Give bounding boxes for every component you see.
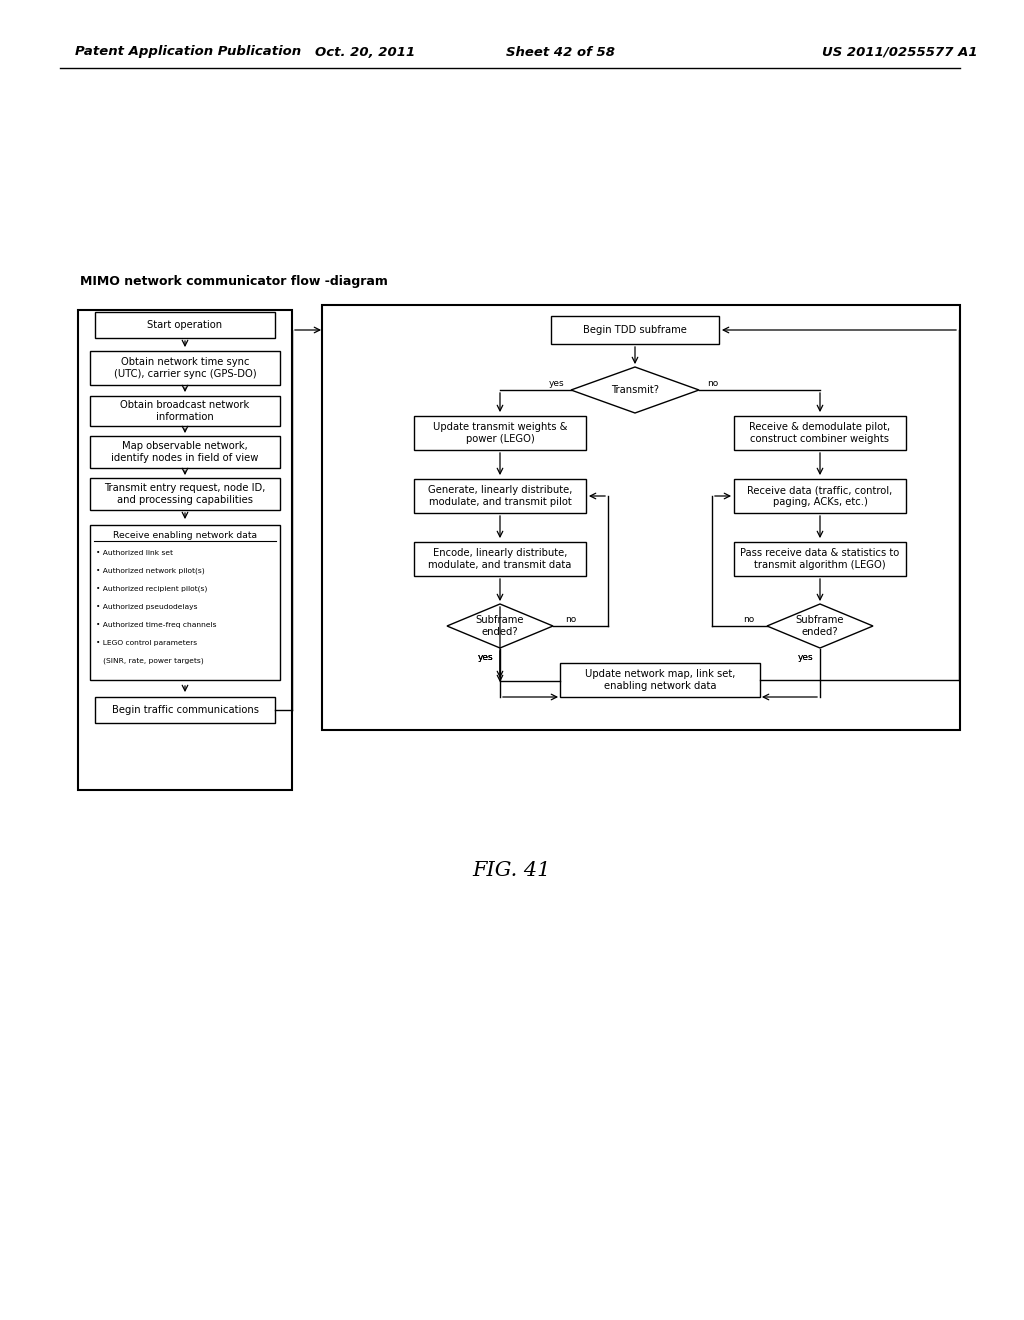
FancyBboxPatch shape [90,396,280,426]
Polygon shape [571,367,699,413]
Text: yes: yes [798,652,814,661]
Text: yes: yes [478,652,494,661]
Text: Transmit entry request, node ID,
and processing capabilities: Transmit entry request, node ID, and pro… [104,483,265,504]
Text: FIG. 41: FIG. 41 [473,861,551,879]
Text: • Authorized pseudodelays: • Authorized pseudodelays [96,605,198,610]
Text: Begin traffic communications: Begin traffic communications [112,705,258,715]
Text: Sheet 42 of 58: Sheet 42 of 58 [506,45,614,58]
FancyBboxPatch shape [90,351,280,385]
FancyBboxPatch shape [90,478,280,510]
Text: yes: yes [478,652,494,661]
Text: Receive enabling network data: Receive enabling network data [113,532,257,540]
Text: • Authorized network pilot(s): • Authorized network pilot(s) [96,568,205,574]
FancyBboxPatch shape [95,697,275,723]
Text: • Authorized link set: • Authorized link set [96,550,173,556]
Text: Transmit?: Transmit? [611,385,659,395]
Text: Pass receive data & statistics to
transmit algorithm (LEGO): Pass receive data & statistics to transm… [740,548,900,570]
FancyBboxPatch shape [95,312,275,338]
Text: no: no [565,615,577,624]
FancyBboxPatch shape [734,479,906,513]
FancyBboxPatch shape [734,416,906,450]
Text: Map observable network,
identify nodes in field of view: Map observable network, identify nodes i… [112,441,259,463]
FancyBboxPatch shape [734,543,906,576]
Text: • Authorized recipient pilot(s): • Authorized recipient pilot(s) [96,586,208,593]
Text: Begin TDD subframe: Begin TDD subframe [583,325,687,335]
FancyBboxPatch shape [414,416,586,450]
FancyBboxPatch shape [560,663,760,697]
Text: yes: yes [798,652,814,661]
Text: Encode, linearly distribute,
modulate, and transmit data: Encode, linearly distribute, modulate, a… [428,548,571,570]
FancyBboxPatch shape [90,436,280,469]
Text: yes: yes [478,652,494,661]
FancyBboxPatch shape [551,315,719,345]
Polygon shape [767,605,873,648]
Text: • LEGO control parameters: • LEGO control parameters [96,640,198,645]
Text: Update network map, link set,
enabling network data: Update network map, link set, enabling n… [585,669,735,690]
Text: Receive & demodulate pilot,
construct combiner weights: Receive & demodulate pilot, construct co… [750,422,891,444]
Text: • Authorized time-freq channels: • Authorized time-freq channels [96,622,216,628]
FancyBboxPatch shape [90,525,280,680]
Text: Oct. 20, 2011: Oct. 20, 2011 [314,45,415,58]
FancyBboxPatch shape [414,479,586,513]
Text: Subframe
ended?: Subframe ended? [796,615,844,636]
Text: Obtain broadcast network
information: Obtain broadcast network information [121,400,250,422]
Text: Subframe
ended?: Subframe ended? [476,615,524,636]
Text: Obtain network time sync
(UTC), carrier sync (GPS-DO): Obtain network time sync (UTC), carrier … [114,358,256,379]
Text: no: no [743,615,755,624]
Text: Generate, linearly distribute,
modulate, and transmit pilot: Generate, linearly distribute, modulate,… [428,486,572,507]
Text: (SINR, rate, power targets): (SINR, rate, power targets) [96,657,204,664]
Text: Receive data (traffic, control,
paging, ACKs, etc.): Receive data (traffic, control, paging, … [748,486,893,507]
Text: yes: yes [549,380,565,388]
Text: MIMO network communicator flow -diagram: MIMO network communicator flow -diagram [80,276,388,289]
Text: no: no [708,380,719,388]
Text: Patent Application Publication: Patent Application Publication [75,45,301,58]
Text: Update transmit weights &
power (LEGO): Update transmit weights & power (LEGO) [433,422,567,444]
FancyBboxPatch shape [414,543,586,576]
Text: Start operation: Start operation [147,319,222,330]
Polygon shape [447,605,553,648]
Text: US 2011/0255577 A1: US 2011/0255577 A1 [822,45,978,58]
